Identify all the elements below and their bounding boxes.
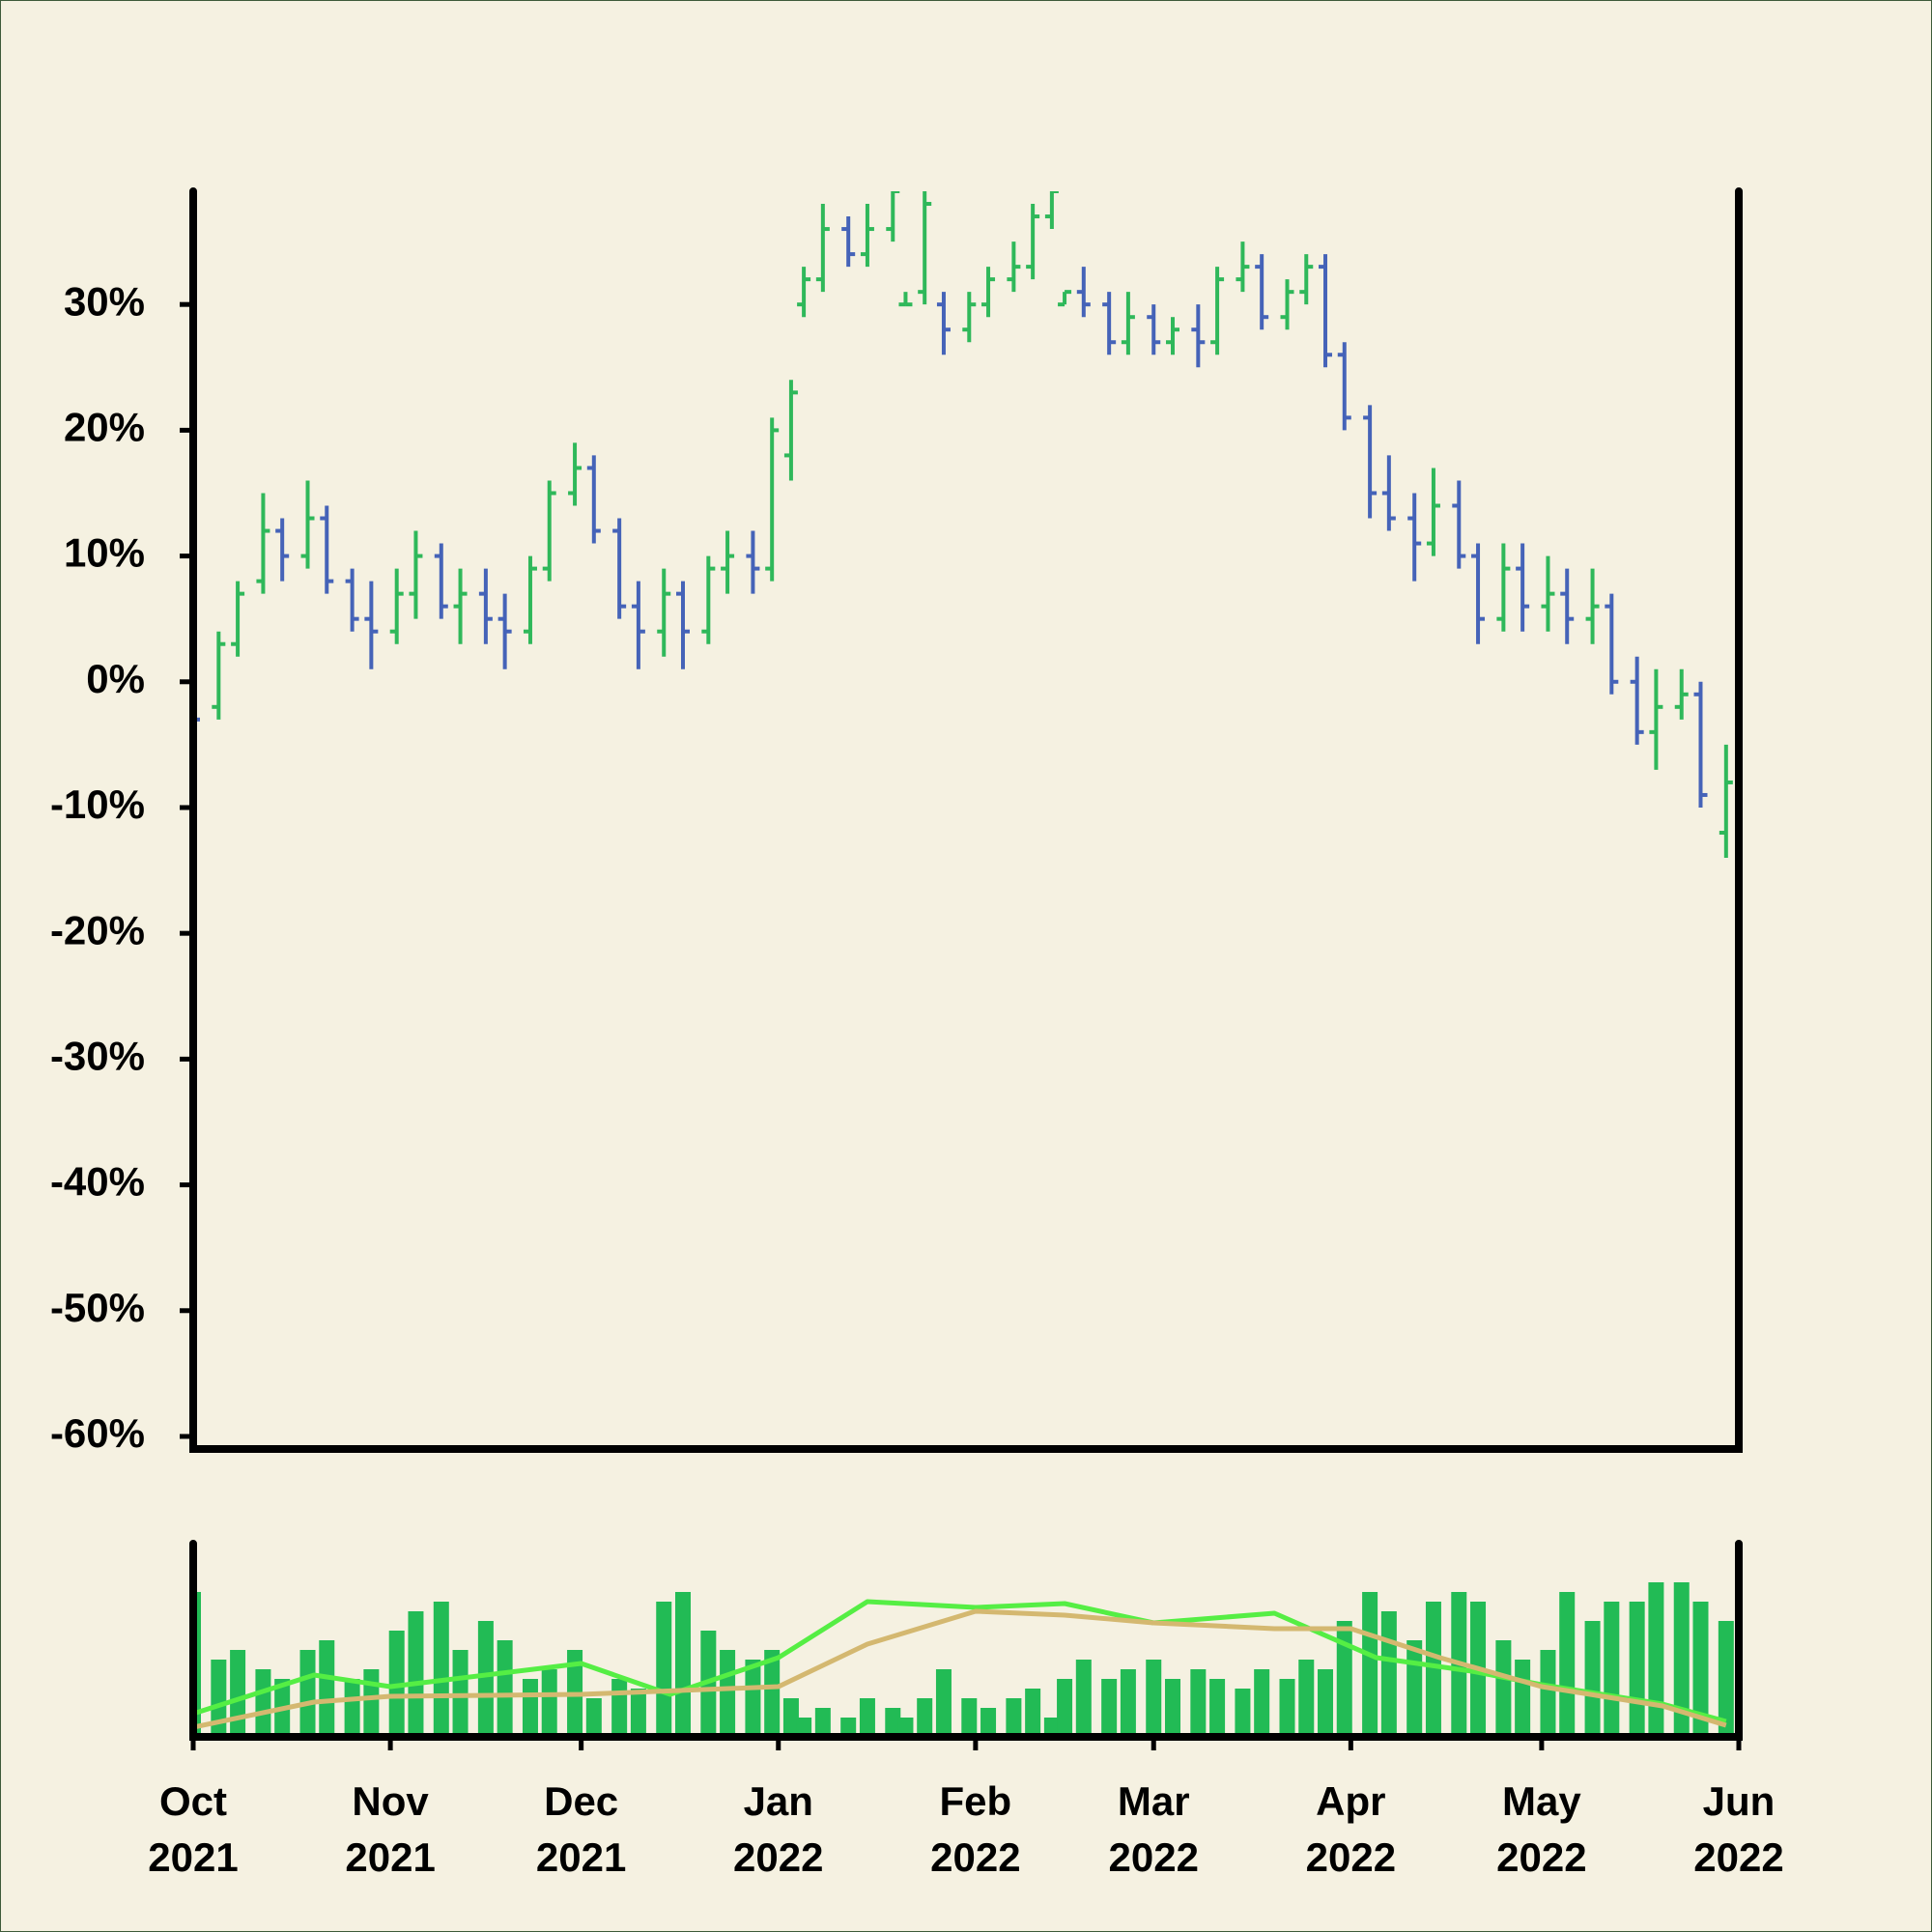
volume-bar — [745, 1660, 761, 1737]
volume-bar — [1190, 1669, 1207, 1737]
y-tick-label: -10% — [50, 781, 145, 827]
volume-bar — [1298, 1660, 1315, 1737]
volume-bar — [1025, 1689, 1041, 1737]
volume-bar — [1075, 1660, 1092, 1737]
volume-bar — [1043, 1718, 1060, 1737]
x-tick-label: Jan 2022 — [733, 1778, 823, 1880]
volume-bar — [1318, 1669, 1334, 1737]
volume-bar — [674, 1592, 691, 1737]
volume-bar — [1495, 1640, 1512, 1737]
x-tick-label: May 2022 — [1496, 1778, 1586, 1880]
volume-bar — [1101, 1679, 1118, 1737]
y-tick-label: -50% — [50, 1285, 145, 1330]
y-tick-label: -30% — [50, 1033, 145, 1078]
volume-bar — [1673, 1582, 1690, 1737]
volume-bar — [1164, 1679, 1180, 1737]
volume-bar — [1380, 1611, 1397, 1737]
volume-bar — [1120, 1669, 1136, 1737]
y-tick-label: -40% — [50, 1159, 145, 1205]
volume-bar — [230, 1650, 246, 1737]
x-tick-label: Apr 2022 — [1306, 1778, 1396, 1880]
volume-bar — [1406, 1640, 1423, 1737]
x-tick-label: Feb 2022 — [930, 1778, 1020, 1880]
price-frame — [189, 187, 1743, 1453]
volume-bar — [522, 1679, 538, 1737]
y-tick-label: 0% — [86, 656, 145, 701]
volume-bar — [1362, 1592, 1378, 1737]
volume-bar — [344, 1679, 360, 1737]
x-tick-label: Jun 2022 — [1693, 1778, 1783, 1880]
volume-bar — [1629, 1602, 1645, 1737]
x-tick-label: Oct 2021 — [148, 1778, 238, 1880]
volume-bar — [319, 1640, 335, 1737]
volume-bar — [1235, 1689, 1251, 1737]
volume-bar — [541, 1669, 557, 1737]
y-tick-label: 10% — [64, 530, 145, 576]
volume-bar — [1254, 1669, 1270, 1737]
volume-bar — [611, 1679, 628, 1737]
axes: -60% -50% -40% -30% -20% -10% 0% 10% 20% 30% Oct 20… — [50, 187, 1784, 1880]
volume-plot — [193, 1582, 1734, 1737]
volume-bar — [840, 1718, 857, 1737]
volume-bar — [1515, 1660, 1531, 1737]
x-tick-label: Mar 2022 — [1109, 1778, 1199, 1880]
volume-bar — [935, 1669, 952, 1737]
volume-bar — [477, 1621, 494, 1737]
volume-bar — [630, 1689, 646, 1737]
volume-bar — [1279, 1679, 1295, 1737]
volume-bar — [1604, 1602, 1620, 1737]
volume-bar — [1057, 1679, 1073, 1737]
volume-bar — [1209, 1679, 1226, 1737]
volume-bar — [1336, 1621, 1352, 1737]
volume-bar — [720, 1650, 736, 1737]
volume-bar — [764, 1650, 781, 1737]
volume-bar — [1648, 1582, 1664, 1737]
volume-bar — [1006, 1698, 1022, 1737]
volume-bar — [961, 1698, 978, 1737]
volume-bar — [656, 1602, 672, 1737]
volume-bar — [980, 1708, 997, 1737]
volume-bar — [1584, 1621, 1601, 1737]
volume-bar — [1692, 1602, 1709, 1737]
volume-bar — [255, 1669, 271, 1737]
volume-bar — [897, 1718, 914, 1737]
y-tick-label: -60% — [50, 1410, 145, 1456]
volume-frame — [189, 1540, 1743, 1741]
volume-bar — [497, 1640, 513, 1737]
volume-bar — [1146, 1660, 1162, 1737]
moving-average — [193, 1608, 1727, 1730]
volume-bar — [433, 1602, 449, 1737]
volume-bar — [782, 1698, 799, 1737]
y-tick-label: 20% — [64, 404, 145, 449]
volume-bar — [1425, 1602, 1441, 1737]
volume-bar — [1540, 1650, 1556, 1737]
volume-bar — [211, 1660, 227, 1737]
volume-bar — [796, 1718, 812, 1737]
volume-bar — [814, 1708, 831, 1737]
y-tick-label: -20% — [50, 907, 145, 952]
x-tick-label: Nov 2021 — [345, 1778, 435, 1880]
volume-bar — [408, 1611, 424, 1737]
volume-bar — [1559, 1592, 1576, 1737]
volume-bar — [363, 1669, 380, 1737]
volume-bar — [885, 1708, 901, 1737]
y-tick-label: 30% — [64, 278, 145, 324]
volume-bar — [299, 1650, 316, 1737]
x-tick-label: Dec 2021 — [536, 1778, 626, 1880]
volume-bar — [585, 1698, 602, 1737]
price-plot — [193, 191, 1733, 859]
volume-bar — [859, 1698, 875, 1737]
volume-bar — [917, 1698, 933, 1737]
volume-bar — [1718, 1621, 1734, 1737]
